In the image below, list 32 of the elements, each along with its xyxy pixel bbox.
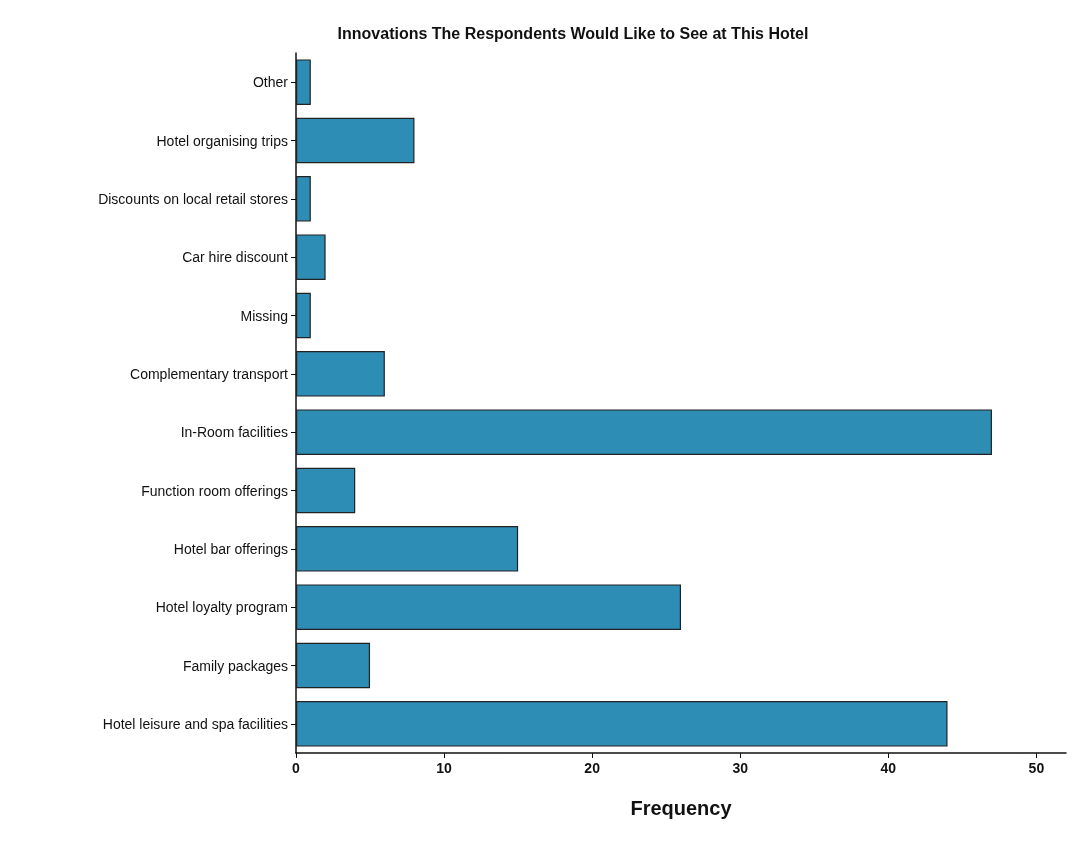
y-tick-label: Other <box>252 74 289 91</box>
x-tick-label: 20 <box>584 760 601 776</box>
x-tick-label: 0 <box>292 760 301 776</box>
y-tick-label: Discounts on local retail stores <box>98 190 288 207</box>
bar <box>296 234 326 280</box>
y-tick-label: Hotel bar offerings <box>173 540 288 557</box>
bar <box>296 117 415 164</box>
bar <box>296 292 311 339</box>
y-tick-label: Complementary transport <box>130 365 289 382</box>
x-tick-label: 50 <box>1028 760 1045 776</box>
y-tick-label: In-Room facilities <box>180 424 288 441</box>
bar <box>296 176 311 222</box>
y-tick-label: Hotel loyalty program <box>155 599 288 616</box>
x-tick-label: 30 <box>732 760 749 776</box>
y-tick-label: Hotel leisure and spa facilities <box>102 715 288 732</box>
bar <box>296 584 681 630</box>
x-axis-title: Frequency <box>630 797 733 819</box>
bar <box>296 467 356 514</box>
bar <box>296 526 519 572</box>
chart-title: Innovations The Respondents Would Like to See at This Hotel <box>337 24 809 42</box>
x-tick-label: 40 <box>880 760 897 776</box>
y-tick-label: Hotel organising trips <box>156 132 288 149</box>
bar <box>296 409 992 455</box>
x-tick-label: 10 <box>436 760 453 776</box>
bar <box>296 701 948 747</box>
y-tick-label: Car hire discount <box>182 249 289 266</box>
y-tick-label: Family packages <box>182 657 288 674</box>
y-tick-label: Missing <box>240 307 288 324</box>
y-tick-label: Function room offerings <box>141 482 288 499</box>
bar <box>296 351 385 397</box>
bar <box>296 642 371 689</box>
bar <box>296 59 311 105</box>
